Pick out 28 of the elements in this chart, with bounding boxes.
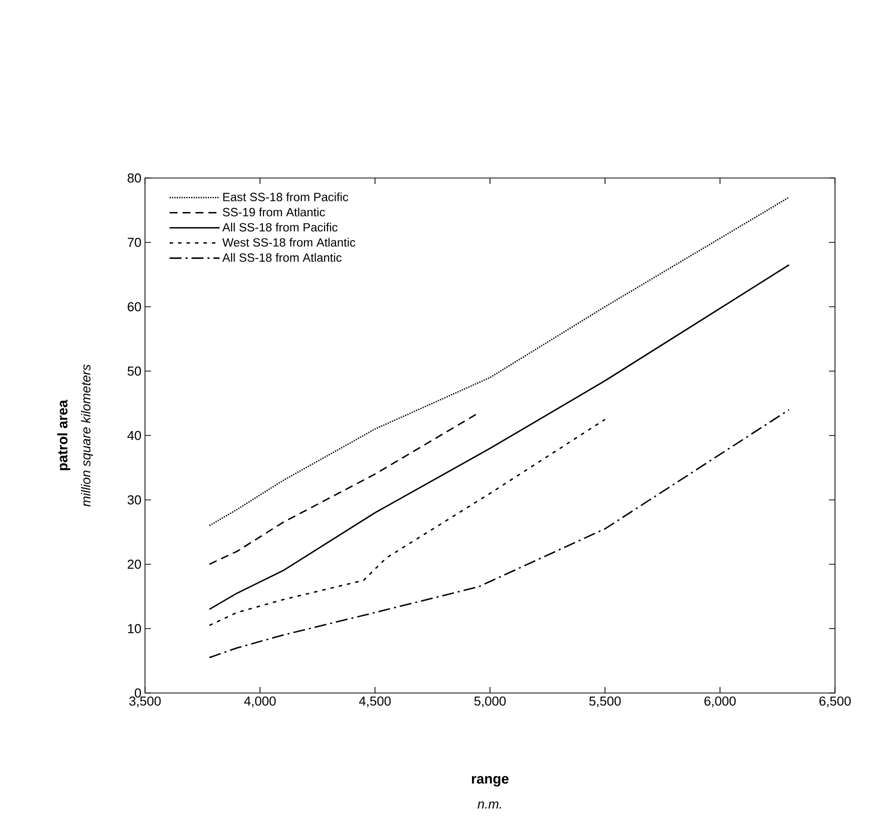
- text: million square kilometers: [80, 364, 94, 507]
- y-tick-label: 10: [128, 624, 141, 634]
- legend-label: East SS-18 from Pacific: [223, 192, 348, 202]
- y-tick-label: 70: [128, 238, 141, 247]
- x-tick-label: 6,000: [704, 696, 736, 708]
- x-tick-label: 3,500: [129, 696, 161, 708]
- line-series: [208, 418, 606, 626]
- y-tick-label: 60: [128, 302, 141, 312]
- x-tick-label: 5,000: [474, 696, 506, 708]
- x-tick-label: 4,000: [244, 696, 276, 708]
- text: n.m.: [478, 802, 502, 808]
- y-tick-label: 0: [134, 688, 141, 698]
- legend-label: SS-19 from Atlantic: [222, 208, 325, 216]
- line-series: [208, 264, 790, 610]
- x-tick-label: 4,500: [359, 696, 391, 708]
- y-axis-title: patrol area: [57, 400, 70, 470]
- x-tick-label: 6,500: [819, 696, 851, 708]
- line-series: [208, 409, 790, 658]
- legend-label: All SS-18 from Atlantic: [222, 253, 342, 262]
- y-tick-label: 40: [127, 430, 141, 440]
- y-tick-label: 30: [128, 495, 141, 504]
- y-tick-label: 80: [128, 173, 141, 183]
- legend-label: All SS-18 from Pacific: [222, 222, 338, 232]
- x-tick-label: 5,500: [589, 696, 621, 708]
- y-tick-label: 20: [128, 560, 141, 569]
- y-tick-label: 50: [128, 366, 141, 376]
- legend-label: West SS-18 from Atlantic: [222, 238, 356, 247]
- x-axis-title: range: [472, 776, 509, 787]
